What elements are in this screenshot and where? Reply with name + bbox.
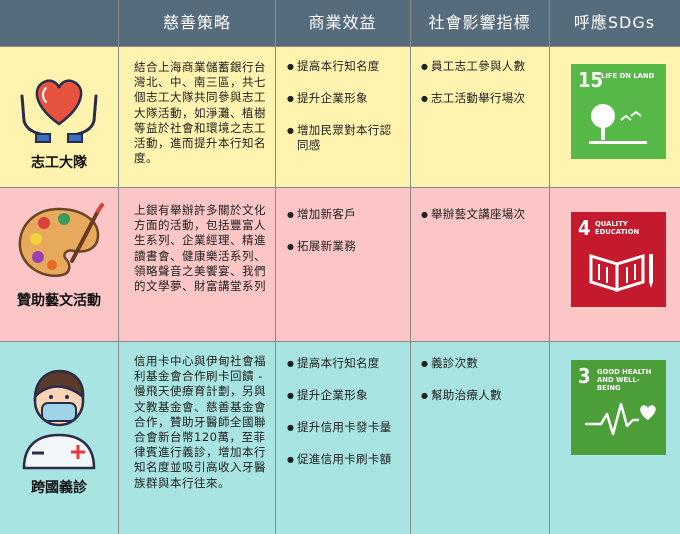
row-divider — [0, 46, 680, 47]
list-item: 義診次數 — [421, 356, 546, 371]
indicator-list: 員工志工參與人數 志工活動舉行場次 — [421, 59, 546, 123]
list-item: 增加民眾對本行認同感 — [287, 123, 402, 153]
header-sdgs: 呼應SDGs — [573, 13, 656, 32]
table-row: 跨國義診 信用卡中心與伊甸社會福利基金會合作刷卡回饋 - 慢飛天使療育計劃，另與… — [0, 341, 680, 534]
sdg-number: 3 — [578, 364, 591, 388]
list-item: 提高本行知名度 — [287, 356, 407, 371]
sdg-title: QUALITY EDUCATION — [595, 220, 640, 236]
list-item: 增加新客戶 — [287, 207, 402, 222]
column-divider — [549, 0, 550, 534]
heart-hands-icon — [0, 46, 118, 187]
sdg-title: GOOD HEALTH AND WELL-BEING — [597, 368, 652, 392]
list-item: 促進信用卡刷卡額 — [287, 452, 407, 467]
indicator-list: 舉辦藝文講座場次 — [421, 207, 546, 239]
list-item: 提升信用卡發卡量 — [287, 420, 407, 435]
palette-icon — [0, 187, 118, 341]
column-divider — [275, 0, 276, 534]
list-item: 幫助治療人數 — [421, 388, 546, 403]
row-title: 志工大隊 — [31, 155, 87, 171]
row-divider — [0, 187, 680, 188]
sdg-number: 4 — [578, 216, 591, 240]
row-title: 跨國義診 — [31, 480, 87, 496]
row-divider — [0, 341, 680, 342]
table-row: 贊助藝文活動 上銀有舉辦許多關於文化方面的活動，包括豐富人生系列、企業經理、精進… — [0, 187, 680, 341]
header-social-indicator: 社會影響指標 — [428, 13, 531, 32]
header-business-benefit: 商業效益 — [308, 13, 377, 32]
list-item: 志工活動舉行場次 — [421, 91, 546, 106]
list-item: 拓展新業務 — [287, 239, 402, 254]
list-item: 提高本行知名度 — [287, 59, 402, 74]
sdg-3-badge: 3 GOOD HEALTH AND WELL-BEING — [571, 360, 666, 455]
table-header: 慈善策略 商業效益 社會影響指標 呼應SDGs — [0, 0, 680, 46]
column-divider — [118, 0, 119, 534]
strategy-description: 信用卡中心與伊甸社會福利基金會合作刷卡回饋 - 慢飛天使療育計劃，另與文教基金會… — [134, 354, 266, 490]
benefit-list: 增加新客戶 拓展新業務 — [287, 207, 402, 271]
list-item: 提升企業形象 — [287, 388, 407, 403]
book-icon — [589, 253, 653, 293]
sdg-title: LIFE ON LAND — [601, 72, 655, 80]
sdg-15-badge: 15 LIFE ON LAND — [571, 64, 666, 159]
tree-icon — [589, 104, 647, 144]
strategy-description: 上銀有舉辦許多關於文化方面的活動，包括豐富人生系列、企業經理、精進讀書會、健康樂… — [134, 203, 266, 294]
benefit-list: 提高本行知名度 提升企業形象 增加民眾對本行認同感 — [287, 59, 402, 170]
list-item: 舉辦藝文講座場次 — [421, 207, 546, 222]
row-title: 贊助藝文活動 — [17, 293, 101, 309]
header-strategy: 慈善策略 — [162, 13, 231, 32]
heartbeat-icon — [585, 402, 656, 436]
table-row: 志工大隊 結合上海商業儲蓄銀行台灣北、中、南三區，共七個志工大隊共同參與志工大隊… — [0, 46, 680, 187]
list-item: 提升企業形象 — [287, 91, 402, 106]
sdg-number: 15 — [578, 68, 604, 92]
doctor-icon — [0, 341, 118, 534]
benefit-list: 提高本行知名度 提升企業形象 提升信用卡發卡量 促進信用卡刷卡額 — [287, 356, 407, 484]
strategy-description: 結合上海商業儲蓄銀行台灣北、中、南三區，共七個志工大隊共同參與志工大隊活動，如淨… — [134, 60, 266, 166]
list-item: 員工志工參與人數 — [421, 59, 546, 74]
column-divider — [410, 0, 411, 534]
sdg-4-badge: 4 QUALITY EDUCATION — [571, 212, 666, 307]
indicator-list: 義診次數 幫助治療人數 — [421, 356, 546, 420]
